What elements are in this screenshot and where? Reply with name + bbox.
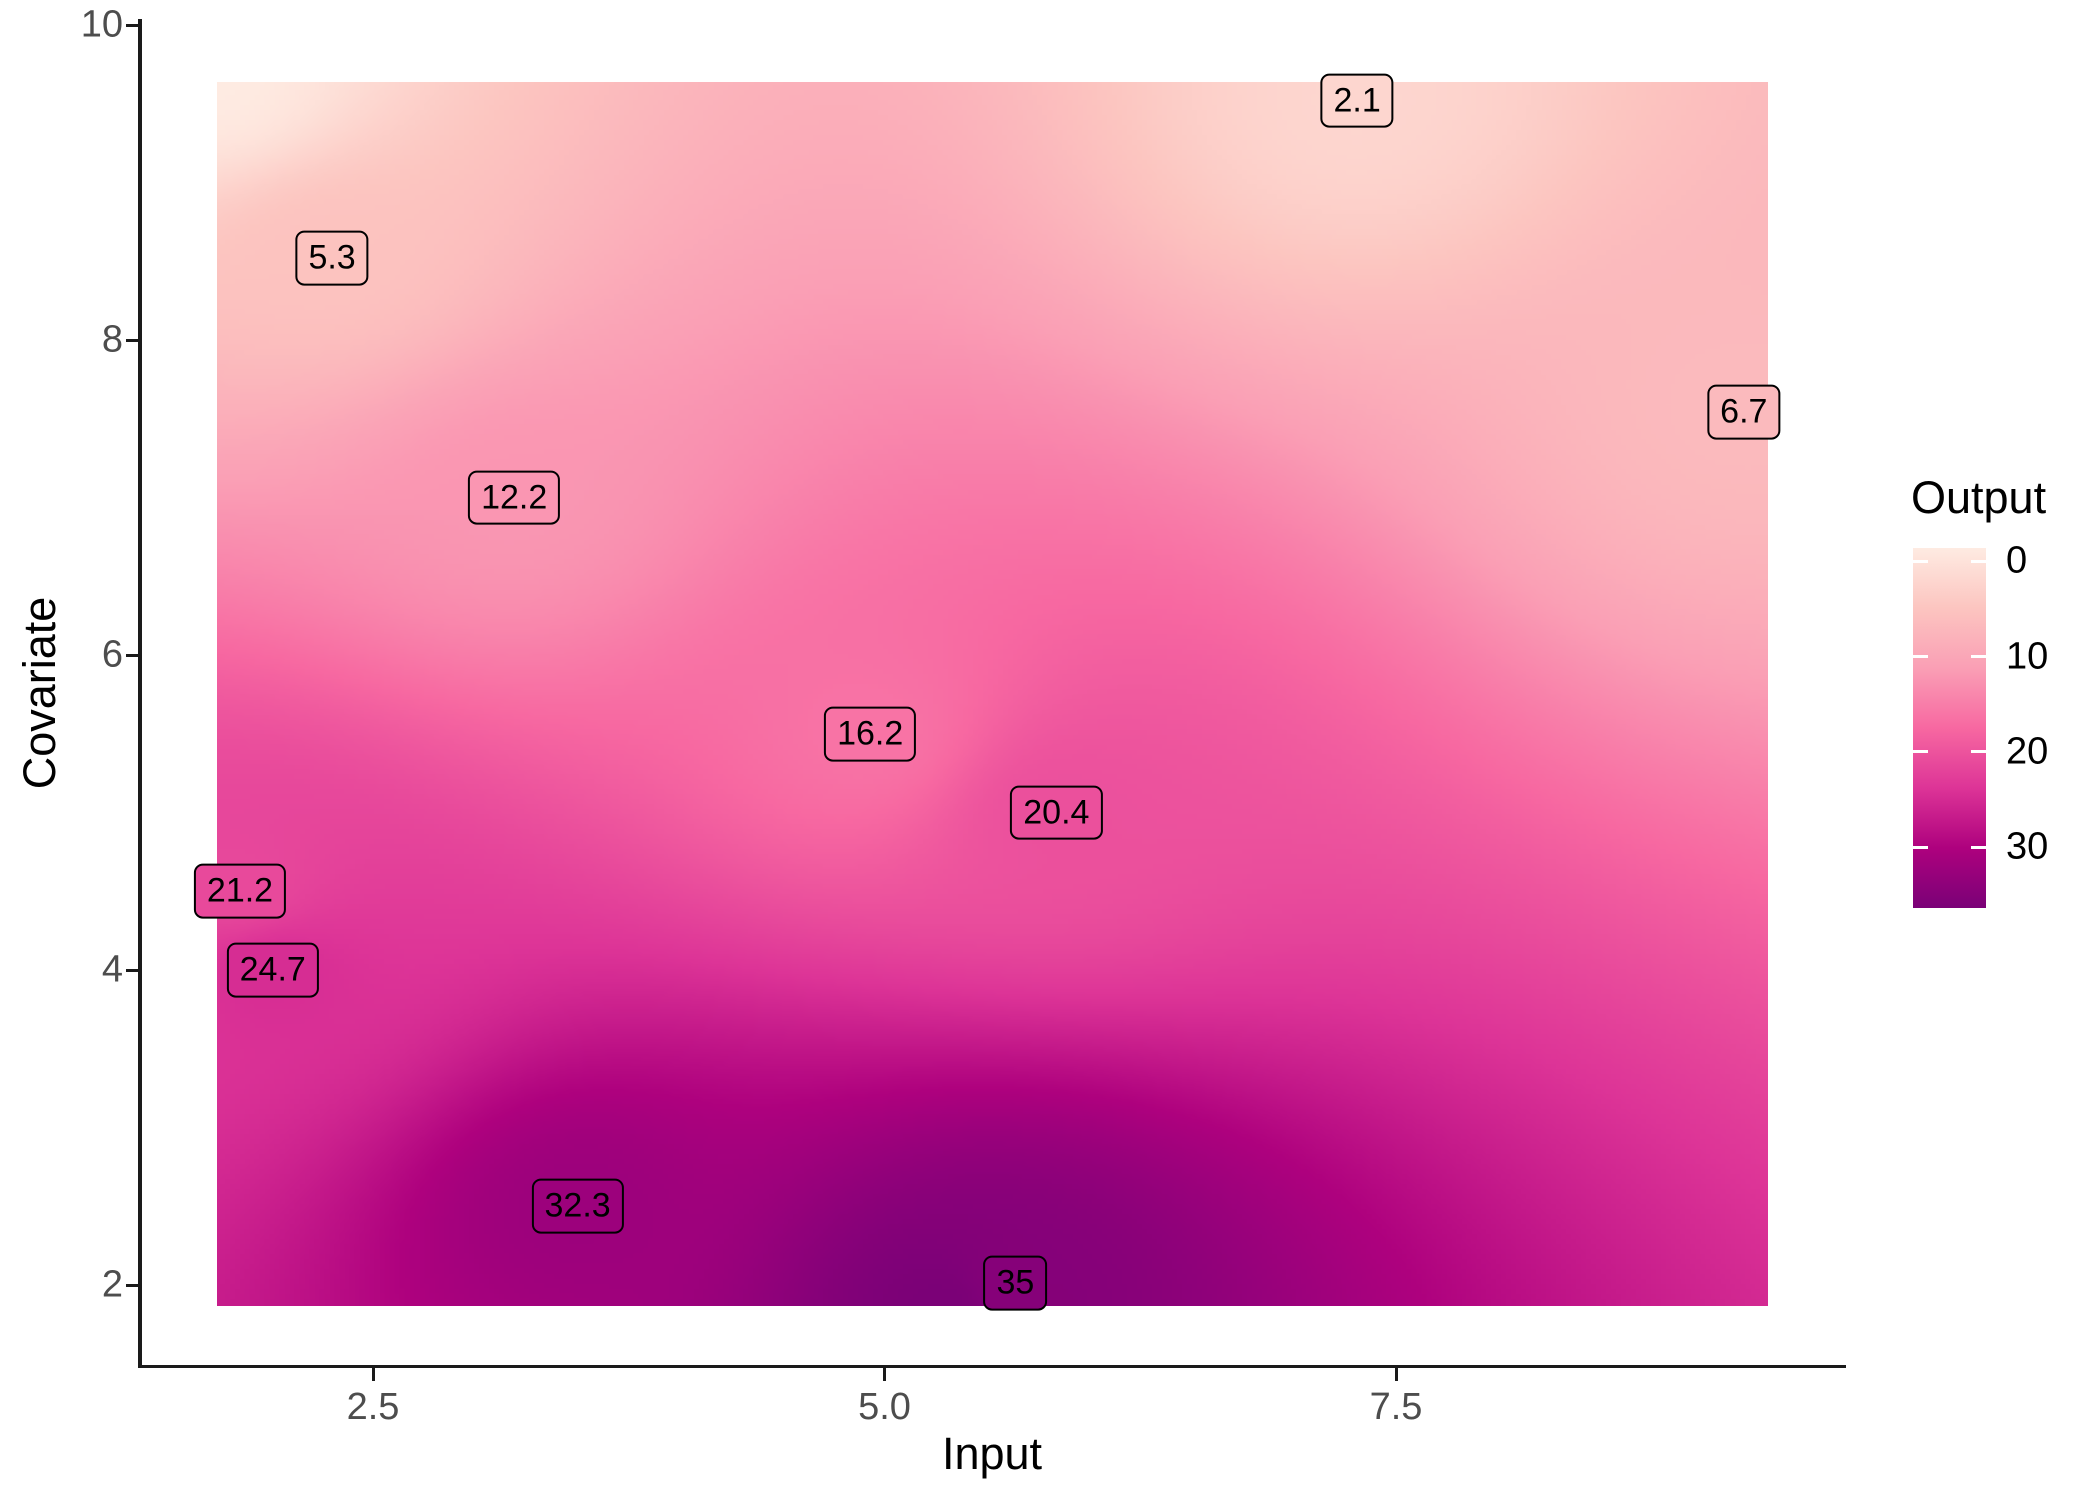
y-tick — [125, 653, 139, 657]
y-tick — [125, 1283, 139, 1287]
y-axis-line — [138, 19, 142, 1368]
y-tick — [125, 338, 139, 342]
y-tick-label: 10 — [80, 3, 123, 46]
legend-tick-label: 10 — [2006, 635, 2049, 678]
legend-tick — [1913, 845, 1928, 849]
legend-tick-label: 20 — [2006, 730, 2049, 773]
value-label: 32.3 — [531, 1178, 624, 1234]
heatmap-raster — [217, 82, 1768, 1306]
value-label: 5.3 — [295, 230, 369, 286]
x-tick-label: 7.5 — [1369, 1386, 1423, 1428]
y-tick-label: 4 — [101, 948, 123, 991]
legend-tick — [1971, 559, 1986, 563]
y-tick — [125, 968, 139, 972]
y-tick-label: 8 — [101, 318, 123, 361]
legend-title: Output — [1911, 472, 2047, 523]
legend-tick — [1971, 845, 1986, 849]
legend-tick — [1913, 750, 1928, 754]
x-tick-label: 5.0 — [858, 1386, 911, 1428]
legend-tick-label: 0 — [2006, 539, 2028, 582]
value-label: 16.2 — [824, 706, 917, 762]
value-label: 20.4 — [1010, 785, 1103, 840]
y-tick-label: 6 — [101, 633, 123, 676]
x-tick — [1394, 1368, 1398, 1381]
x-tick — [371, 1368, 375, 1381]
value-label: 12.2 — [468, 470, 561, 525]
x-axis-title: Input — [941, 1428, 1043, 1479]
y-tick — [125, 23, 139, 27]
value-label: 6.7 — [1707, 385, 1781, 440]
legend-tick — [1971, 750, 1986, 754]
value-label: 24.7 — [226, 942, 319, 998]
legend-colorbar — [1913, 548, 1986, 908]
y-tick-label: 2 — [101, 1263, 123, 1306]
x-axis-line — [138, 1364, 1846, 1368]
value-label: 35 — [983, 1256, 1048, 1311]
legend-tick — [1971, 655, 1986, 659]
legend-tick — [1913, 559, 1928, 563]
x-tick — [883, 1368, 886, 1381]
legend-tick — [1913, 655, 1928, 659]
y-axis-title: Covariate — [14, 596, 65, 790]
value-label: 21.2 — [193, 863, 287, 919]
x-tick-label: 2.5 — [346, 1386, 400, 1428]
legend-tick-label: 30 — [2006, 825, 2049, 868]
value-label: 2.1 — [1320, 73, 1394, 128]
